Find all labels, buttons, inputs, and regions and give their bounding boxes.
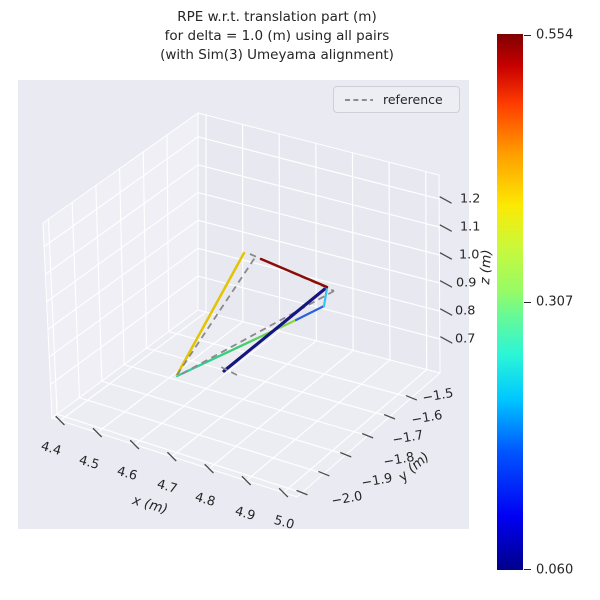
x-tick-label: 4.4 [39, 439, 63, 459]
trajectory-segment-cyan [322, 286, 329, 308]
z-tick-label: 0.7 [455, 332, 475, 347]
gridline [133, 330, 281, 446]
gridline [351, 152, 354, 351]
legend-dashed-line-icon [345, 98, 373, 101]
tick-marks [55, 196, 453, 498]
z-tick-mark [440, 336, 453, 344]
gridline [44, 164, 199, 275]
x-tick-label: 4.9 [233, 504, 257, 524]
chart-title-line3: (with Sim(3) Umeyama alignment) [160, 47, 394, 64]
colorbar-tick-max [524, 35, 531, 36]
gridline [142, 151, 148, 349]
gridline [47, 219, 199, 330]
gridline [95, 184, 103, 382]
x-tick-mark [278, 488, 289, 498]
gridline [166, 134, 170, 333]
gridline [197, 219, 441, 284]
y-tick-mark [405, 395, 418, 401]
reference-dashed-lower [177, 290, 335, 377]
gridline [197, 247, 441, 312]
gridline [197, 192, 440, 256]
gridline [118, 168, 125, 366]
y-tick-mark [296, 490, 308, 496]
x-tick-label: 4.5 [77, 453, 101, 473]
gridline [46, 192, 199, 303]
x-tick-label: 4.7 [155, 477, 179, 497]
gridline [59, 311, 207, 422]
x-tick-mark [167, 451, 177, 462]
y-tick-mark [361, 433, 374, 439]
z-tick-mark [439, 196, 452, 204]
z-tick-mark [439, 252, 453, 260]
x-tick-mark [129, 439, 140, 450]
gridline [168, 331, 412, 399]
trajectory-segment-navy [222, 286, 328, 373]
y-tick-label: −1.5 [421, 386, 454, 406]
gridline [388, 161, 391, 361]
gridline [145, 347, 391, 418]
z-tick-label: 0.8 [455, 304, 475, 319]
gridline [197, 164, 440, 228]
z-tick-label: 1.2 [460, 192, 480, 207]
chart-title: RPE w.r.t. translation part (m) for delt… [0, 8, 554, 65]
y-tick-mark [383, 414, 396, 420]
trajectory-segment-blue [294, 304, 326, 322]
gridline [171, 340, 317, 458]
reference-dashed-over-gold [176, 255, 257, 376]
x-tick-mark [55, 415, 65, 426]
x-tick-mark [241, 475, 251, 486]
chart-title-line1: RPE w.r.t. translation part (m) [177, 9, 377, 25]
z-tick-mark [440, 308, 453, 316]
gridline [425, 171, 428, 371]
gridlines [43, 114, 441, 494]
x-tick-label: 4.8 [193, 490, 217, 510]
y-tick-label: −1.8 [382, 450, 415, 470]
gridline [47, 218, 58, 415]
z-tick-label: 1.1 [460, 220, 480, 235]
gridline [123, 364, 369, 437]
y-tick-label: −1.9 [360, 471, 393, 491]
reference-dashed-navy-end [220, 366, 238, 376]
colorbar [497, 34, 523, 570]
gridline [78, 397, 325, 475]
colorbar-label-max: 0.554 [536, 27, 574, 43]
pane-floor [50, 309, 442, 498]
gridline [43, 136, 199, 248]
z-tick-mark [439, 280, 453, 288]
trajectory-segment-gold [175, 251, 246, 377]
gridline [56, 413, 303, 494]
z-tick-label: 0.9 [456, 276, 476, 291]
gridline [48, 247, 199, 358]
y-tick-label: −1.7 [391, 428, 424, 448]
z-tick-mark [439, 224, 452, 232]
y-tick-label: −2.0 [330, 489, 363, 509]
gridline [245, 359, 391, 482]
y-tick-mark [340, 452, 352, 458]
colorbar-label-mid: 0.307 [536, 294, 574, 310]
x-tick-mark [92, 427, 102, 438]
gridline [282, 368, 428, 494]
y-tick-mark [318, 471, 330, 477]
colorbar-label-min: 0.060 [536, 562, 574, 578]
colorbar-tick-mid [524, 302, 531, 303]
legend-label-reference: reference [383, 92, 443, 107]
x-tick-mark [204, 463, 214, 474]
x-tick-label: 4.6 [115, 464, 139, 484]
y-tick-label: −1.6 [410, 408, 443, 428]
colorbar-tick-min [524, 569, 531, 570]
legend-box[interactable]: reference [333, 86, 460, 113]
chart-title-line2: for delta = 1.0 (m) using all pairs [164, 28, 390, 45]
gridline [49, 275, 199, 386]
x-tick-label: 5.0 [272, 513, 296, 533]
z-tick-label: 1.0 [459, 248, 479, 263]
gridline [208, 349, 354, 470]
z-axis-label: z (m) [477, 249, 495, 286]
gridline [101, 380, 347, 456]
x-axis-label: x (m) [130, 492, 170, 518]
gridline [96, 321, 244, 434]
trajectory-segment-darkred [259, 257, 329, 289]
gridline [71, 201, 81, 399]
gridline [197, 136, 440, 200]
